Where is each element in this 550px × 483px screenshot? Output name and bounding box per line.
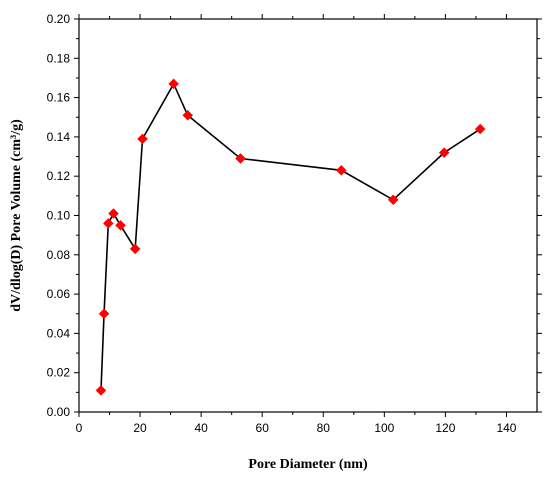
data-point [129,243,141,255]
x-tick-label: 80 [317,421,331,435]
data-point [438,147,450,158]
x-axis-title: Pore Diameter (nm) [248,457,368,472]
data-point [182,109,194,121]
y-tick-label: 0.12 [47,169,71,183]
data-point [335,164,347,176]
data-point [98,308,110,320]
y-axis-title: dV/dlog(D) Pore Volume (cm³/g) [9,119,24,312]
data-point [235,153,246,164]
x-tick-label: 140 [496,421,516,435]
data-point [168,78,180,90]
y-tick-label: 0.16 [47,91,71,105]
x-tick-label: 0 [76,421,83,435]
x-tick-label: 40 [194,421,208,435]
x-tick-label: 120 [435,421,455,435]
data-point [474,123,486,135]
x-tick-label: 20 [133,421,147,435]
y-tick-label: 0.20 [47,12,71,26]
y-tick-label: 0.08 [47,248,71,262]
plot-frame [78,18,538,413]
y-tick-label: 0.04 [47,326,71,340]
data-point [108,208,119,219]
series-line [100,82,481,391]
data-point [387,194,399,206]
y-tick-label: 0.18 [47,51,71,65]
data-point [102,218,114,229]
y-tick-label: 0.10 [47,209,71,223]
x-tick-label: 100 [374,421,394,435]
data-point [95,385,107,396]
y-tick-label: 0.06 [47,287,71,301]
data-point [137,133,148,145]
y-tick-label: 0.14 [47,130,71,144]
y-tick-label: 0.02 [47,366,71,380]
x-tick-label: 60 [256,421,270,435]
y-tick-label: 0.00 [47,405,71,419]
data-point [115,219,126,231]
